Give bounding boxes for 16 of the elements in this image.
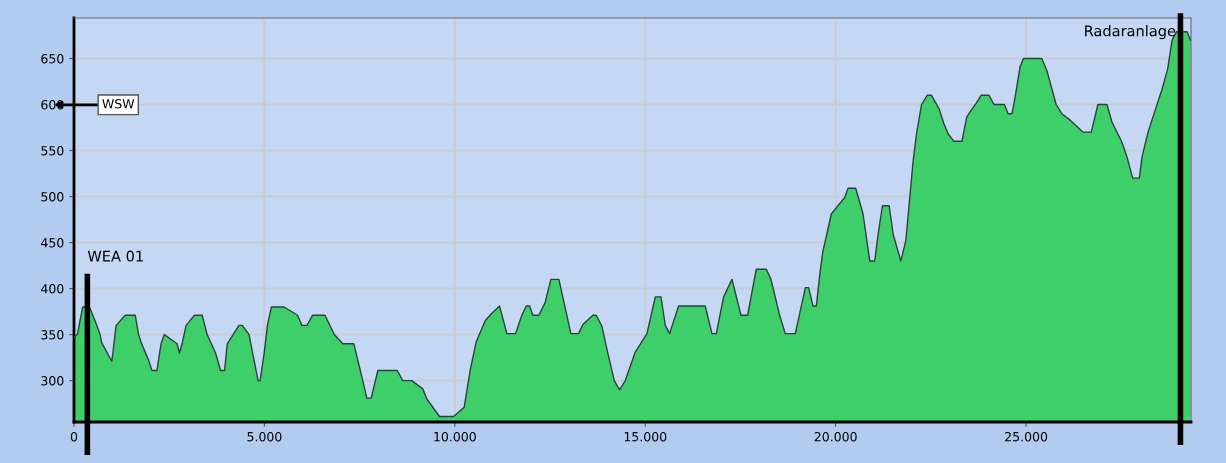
y-tick-label: 650 — [41, 53, 64, 64]
ref-line-label: Radaranlage — [1085, 25, 1176, 40]
x-tick-label: 15.000 — [624, 431, 667, 442]
x-tick-label: 10.000 — [434, 431, 476, 442]
x-tick-label: 0 — [70, 431, 78, 442]
y-tick-label: 550 — [41, 145, 64, 156]
x-tick-label: 5.000 — [247, 431, 282, 442]
y-tick-label: 300 — [41, 376, 64, 386]
ref-line-label: WEA 01 — [87, 250, 143, 262]
y-tick-label: 500 — [41, 192, 64, 202]
y-tick-label: 350 — [41, 330, 64, 340]
annotation: WSW — [102, 99, 135, 109]
x-tick-label: 20.000 — [814, 431, 857, 442]
y-tick-label: 400 — [41, 284, 64, 294]
x-tick-label: 25.000 — [1005, 431, 1048, 442]
y-tick-label: 450 — [41, 238, 64, 248]
